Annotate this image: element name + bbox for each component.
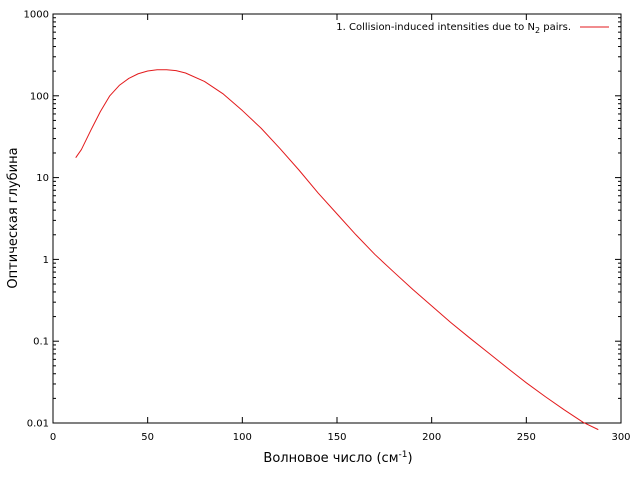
legend-label-sub: 2 bbox=[535, 26, 540, 35]
x-axis-ticks: 0 50 100 150 200 250 300 bbox=[50, 14, 631, 443]
x-axis-title: Волновое число (см-1) bbox=[263, 450, 412, 466]
plot-border bbox=[52, 13, 622, 424]
y-axis-ticks: 0.01 0.1 1 10 100 1000 bbox=[24, 10, 621, 430]
y-axis-title: Оптическая глубина bbox=[6, 147, 21, 288]
x-tick-label: 150 bbox=[327, 432, 346, 443]
y-tick-label: 0.01 bbox=[27, 419, 49, 430]
plot-frame bbox=[52, 13, 622, 424]
x-tick-label: 0 bbox=[50, 432, 56, 443]
x-tick-label: 200 bbox=[422, 432, 441, 443]
x-axis-title-end: ) bbox=[407, 451, 412, 466]
legend-label-main: 1. Collision-induced intensities due to … bbox=[336, 22, 535, 33]
legend-label-end: pairs. bbox=[540, 22, 571, 33]
x-tick-label: 300 bbox=[611, 432, 630, 443]
y-tick-label: 1 bbox=[43, 255, 49, 266]
x-axis-title-sup: -1 bbox=[399, 450, 408, 460]
legend: 1. Collision-induced intensities due to … bbox=[336, 22, 609, 35]
y-tick-label: 10 bbox=[36, 173, 49, 184]
legend-label: 1. Collision-induced intensities due to … bbox=[336, 22, 571, 35]
x-tick-label: 50 bbox=[141, 432, 154, 443]
x-tick-label: 250 bbox=[517, 432, 536, 443]
y-tick-label: 100 bbox=[30, 91, 49, 102]
x-tick-label: 100 bbox=[233, 432, 252, 443]
series-line bbox=[75, 69, 599, 431]
y-tick-label: 0.1 bbox=[33, 337, 49, 348]
x-axis-title-main: Волновое число (см bbox=[263, 451, 398, 466]
y-tick-label: 1000 bbox=[24, 10, 49, 21]
series-group bbox=[75, 69, 599, 431]
